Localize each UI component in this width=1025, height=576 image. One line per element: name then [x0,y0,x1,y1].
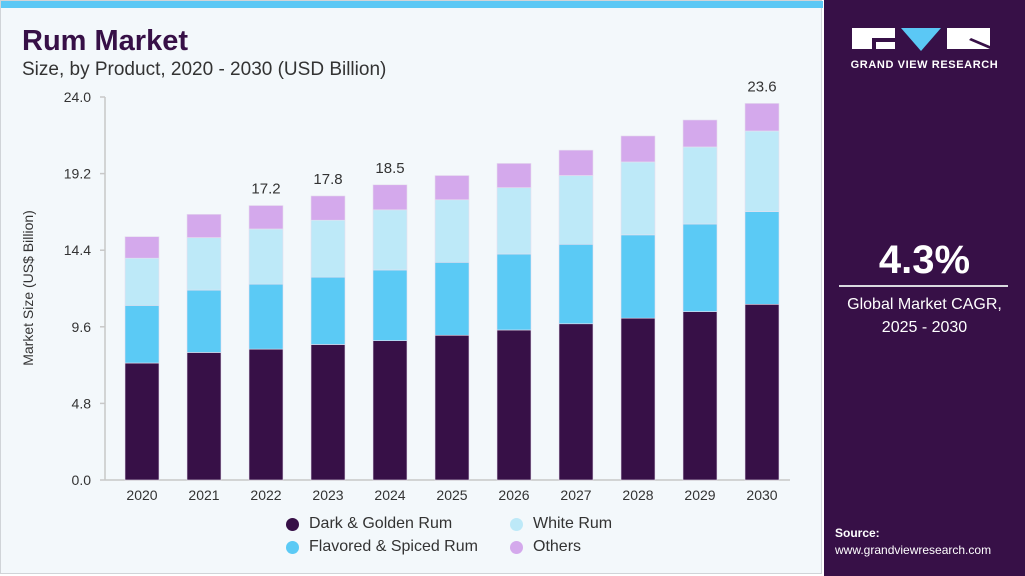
x-tick-label: 2026 [498,487,529,503]
bar-segment-dark-golden-rum-2028 [620,317,656,481]
x-tick-label: 2025 [436,487,467,503]
data-label-2022: 17.2 [251,181,280,198]
bar-segment-dark-golden-rum-2029 [682,311,718,481]
bar-segment-white-rum-2024 [372,209,408,271]
bar-segment-flavored-spiced-rum-2026 [496,253,532,331]
bar-segment-others-2028 [620,135,656,163]
legend-dot-icon [510,517,523,531]
bar-segment-others-2027 [558,149,594,176]
legend-item-flavored-spiced-rum: Flavored & Spiced Rum [286,538,478,556]
bar-segment-white-rum-2020 [124,257,160,306]
bar-segment-flavored-spiced-rum-2020 [124,305,160,364]
bar-segment-white-rum-2022 [248,228,284,285]
y-tick-label: 19.2 [64,166,91,182]
accent-strip [1,1,823,8]
legend-label: Others [533,538,582,555]
source-link[interactable]: www.grandviewresearch.com [835,543,992,557]
bar-segment-flavored-spiced-rum-2024 [372,269,408,341]
bar-segment-others-2023 [310,195,346,221]
legend-item-dark-golden-rum: Dark & Golden Rum [286,515,452,533]
bar-segment-dark-golden-rum-2022 [248,348,284,481]
x-tick-label: 2028 [622,487,653,503]
bar-segment-dark-golden-rum-2027 [558,323,594,481]
cagr-label-line1: Global Market CAGR, [847,296,1002,313]
side-panel: GRAND VIEW RESEARCH 4.3% Global Market C… [824,0,1025,576]
y-tick-label: 4.8 [72,395,92,411]
bar-segment-dark-golden-rum-2030 [744,303,780,481]
y-tick-label: 9.6 [72,319,92,335]
bar-segment-others-2020 [124,236,160,259]
logo-text: GRAND VIEW RESEARCH [850,59,999,71]
data-label-2030: 23.6 [747,78,776,95]
x-tick-label: 2030 [746,487,777,503]
legend-dot-icon [286,517,299,531]
bar-segment-flavored-spiced-rum-2022 [248,283,284,350]
legend-item-others: Others [510,538,581,556]
bar-segment-dark-golden-rum-2024 [372,340,408,481]
legend-dot-icon [510,540,523,554]
bar-segment-others-2022 [248,205,284,230]
x-tick-label: 2022 [250,487,281,503]
bar-segment-others-2030 [744,103,780,132]
bar-segment-white-rum-2027 [558,175,594,245]
bar-segment-dark-golden-rum-2023 [310,344,346,481]
x-tick-label: 2027 [560,487,591,503]
legend-label: Dark & Golden Rum [309,515,453,532]
y-tick-label: 14.4 [64,242,91,258]
cagr-label-line2: 2025 - 2030 [881,319,968,336]
x-tick-label: 2024 [374,487,405,503]
bar-segment-white-rum-2023 [310,219,346,278]
bar-segment-white-rum-2021 [186,237,222,291]
bar-segment-flavored-spiced-rum-2025 [434,262,470,336]
x-tick-label: 2021 [188,487,219,503]
bar-segment-flavored-spiced-rum-2027 [558,243,594,325]
data-label-2023: 17.8 [313,171,342,188]
bar-segment-white-rum-2025 [434,199,470,263]
x-tick-label: 2029 [684,487,715,503]
x-tick-label: 2020 [126,487,157,503]
source-label: Source: [835,526,880,540]
legend-item-white-rum: White Rum [510,515,612,533]
legend-dot-icon [286,540,299,554]
x-tick-label: 2023 [312,487,343,503]
bar-segment-dark-golden-rum-2021 [186,352,222,481]
bar-segment-flavored-spiced-rum-2029 [682,223,718,312]
bar-segment-flavored-spiced-rum-2028 [620,234,656,319]
bar-segment-white-rum-2026 [496,187,532,255]
bar-segment-flavored-spiced-rum-2023 [310,276,346,345]
data-label-2024: 18.5 [375,160,404,177]
bar-segment-others-2029 [682,119,718,148]
grand-view-research-logo-icon [852,28,990,51]
bar-segment-dark-golden-rum-2025 [434,334,470,481]
cagr-label: Global Market CAGR, 2025 - 2030 [824,293,1025,339]
y-axis-label: Market Size (US$ Billion) [20,210,36,366]
page-subtitle: Size, by Product, 2020 - 2030 (USD Billi… [22,59,387,80]
bar-segment-white-rum-2030 [744,130,780,212]
legend-label: White Rum [533,515,613,532]
divider [839,285,1008,287]
bar-segment-white-rum-2029 [682,146,718,225]
legend-label: Flavored & Spiced Rum [309,538,478,555]
bar-segment-dark-golden-rum-2020 [124,362,160,481]
bar-segment-others-2024 [372,184,408,211]
bar-segment-white-rum-2028 [620,161,656,236]
page-title: Rum Market [22,25,188,57]
bar-segment-flavored-spiced-rum-2021 [186,289,222,353]
cagr-value: 4.3% [878,238,971,282]
bar-segment-dark-golden-rum-2026 [496,329,532,481]
bar-segment-others-2025 [434,175,470,201]
bar-segment-flavored-spiced-rum-2030 [744,211,780,305]
bar-segment-others-2021 [186,213,222,238]
y-tick-label: 24.0 [64,89,91,105]
bar-segment-others-2026 [496,163,532,188]
y-tick-label: 0.0 [72,472,92,488]
stacked-bar-chart: 0.0 4.8 9.6 14.4 19.2 24.0 2020 2021 2022 17.2 20… [20,78,790,503]
